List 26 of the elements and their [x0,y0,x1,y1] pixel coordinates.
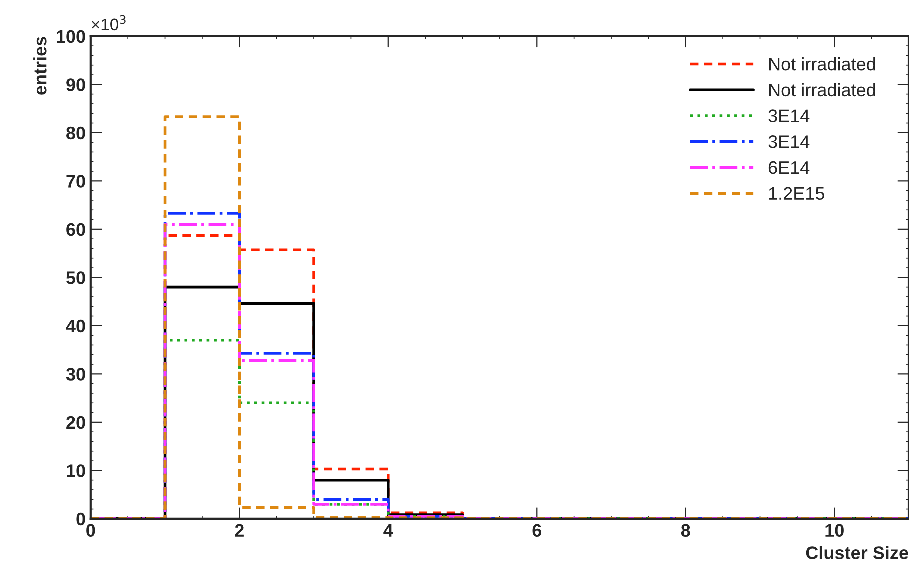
text: ×10$^{3}$ [92,15,126,31]
x-tick-label: 10 [826,524,844,538]
x-axis-title: Cluster Size [806,546,908,560]
y-tick-label: 10 [67,464,86,478]
legend-label: 3E14 [768,110,810,122]
y-tick-label: 0 [76,512,86,526]
x-tick-label: 4 [384,524,394,537]
y-tick-label: 30 [66,368,86,381]
y-axis-title: entries [34,37,47,95]
y-tick-label: 20 [66,416,86,430]
y-tick-label: 60 [66,223,86,236]
legend-label: Not irradiated [769,57,876,71]
y-tick-label: 80 [66,126,86,140]
legend-label: 1.2E15 [769,187,824,200]
x-tick-label: 2 [235,524,244,537]
x-tick-label: 6 [532,524,542,538]
y-tick-label: 70 [66,175,86,188]
x-tick-label: 8 [681,524,690,538]
y-tick-label: 90 [66,78,86,92]
y-tick-label: 50 [66,272,86,284]
legend-label: 3E14 [768,136,810,148]
legend-label: Not irradiated [769,83,876,97]
y-tick-label: 100 [57,30,86,44]
legend-label: 6E14 [768,161,810,174]
x-tick-label: 0 [86,524,96,538]
y-tick-label: 40 [66,320,86,333]
